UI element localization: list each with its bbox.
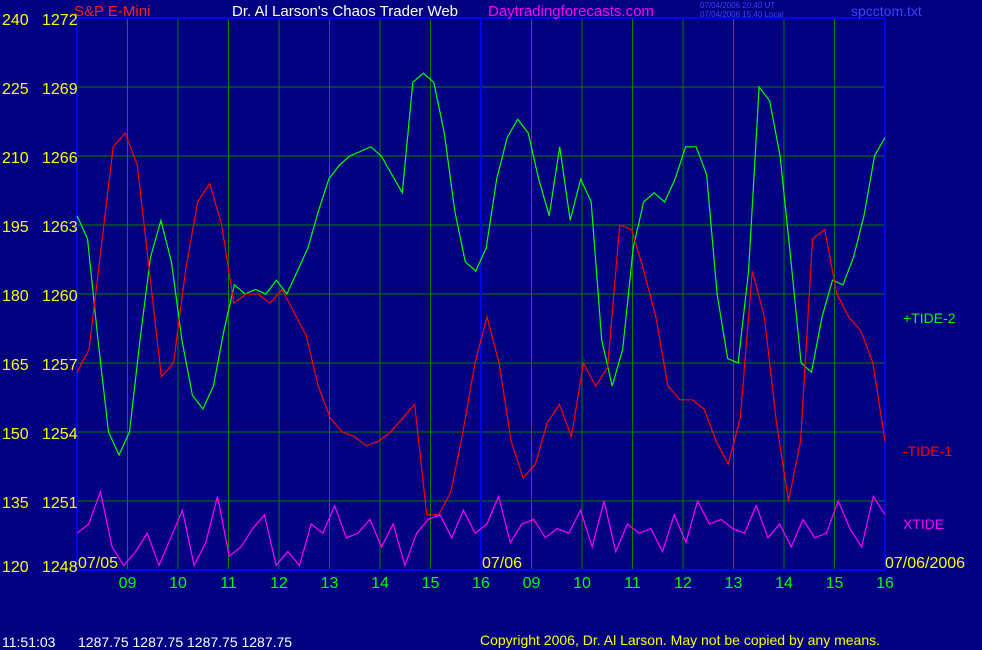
x-tick-label: 15 [422,575,440,592]
chart-title: Dr. Al Larson's Chaos Trader Web [232,3,458,20]
left-axis-label: 225 [2,81,29,98]
series-line--tide-2 [76,72,886,457]
left-axis-label: 195 [2,219,29,236]
x-tick-label: 09 [523,575,541,592]
series-line--tide-1 [76,131,886,516]
left-axis-label: 165 [2,357,29,374]
file-name-label: spcctom.txt [851,3,922,19]
price-axis-label: 1251 [42,495,78,512]
series-line-xtide [76,489,886,568]
series-label: XTIDE [903,516,944,532]
x-tick-label: 14 [775,575,793,592]
x-tick-label: 09 [119,575,137,592]
left-axis-label: 210 [2,150,29,167]
price-axis-label: 1257 [42,357,78,374]
chart-series [76,72,886,568]
x-tick-label: 10 [169,575,187,592]
legend: +TIDE-2 -TIDE-1 XTIDE [903,310,956,532]
price-axis-label: 1266 [42,150,78,167]
x-tick-label: 14 [371,575,389,592]
x-tick-label: 12 [674,575,692,592]
date-label: 07/06 [482,555,522,572]
site-link[interactable]: Daytradingforecasts.com [488,3,654,20]
plot-border [76,17,886,571]
x-tick-label: 11 [624,575,641,592]
series-label: +TIDE-2 [903,310,956,326]
price-axis-label: 1260 [42,288,78,305]
left-axis-label: 150 [2,426,29,443]
x-tick-label: 13 [725,575,743,592]
series-label: -TIDE-1 [903,443,952,459]
x-tick-label: 11 [220,575,237,592]
left-axis-label: 180 [2,288,29,305]
x-tick-label: 10 [573,575,591,592]
price-axis-label: 1272 [42,12,78,29]
x-tick-label: 12 [270,575,288,592]
symbol-label: S&P E-Mini [74,3,150,20]
x-tick-label: 15 [826,575,844,592]
ut-time-label: 07/04/2006 20:40 UT [700,1,775,10]
x-tick-label: 16 [876,575,894,592]
left-axis-label: 135 [2,495,29,512]
local-time-label: 07/04/2006 15:40 Local [700,10,784,19]
left-axis-label: 120 [2,559,29,576]
price-axis-label: 1269 [42,81,78,98]
date-label: 07/06/2006 [885,555,965,572]
footer-quotes: 1287.75 1287.75 1287.75 1287.75 [78,634,292,650]
date-label: 07/05 [78,555,118,572]
left-axis-label: 240 [2,12,29,29]
x-tick-label: 16 [472,575,490,592]
x-tick-label: 13 [321,575,339,592]
price-axis-label: 1263 [42,219,78,236]
price-axis-label: 1254 [42,426,78,443]
copyright-text: Copyright 2006, Dr. Al Larson. May not b… [480,632,880,648]
axis-labels: 240 1272 225 1269 210 1266 195 1263 180 1260 165 12… [2,12,965,592]
price-axis-label: 1248 [42,559,78,576]
footer-time: 11:51:03 [2,634,56,650]
